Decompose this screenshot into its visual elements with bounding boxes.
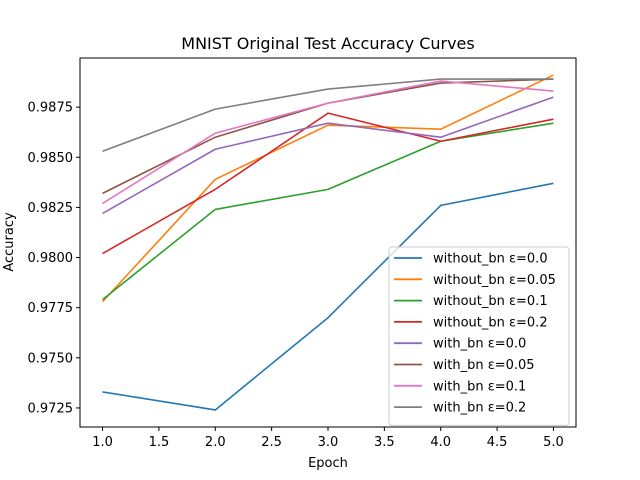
series-line-3	[102, 122, 554, 301]
x-tick-label: 5.0	[543, 435, 564, 450]
x-tick-label: 2.5	[261, 435, 282, 450]
legend-label: without_bn ε=0.0	[433, 252, 548, 267]
legend-label: without_bn ε=0.1	[433, 294, 548, 309]
y-tick-label: 0.9775	[28, 301, 74, 316]
x-axis-title: Epoch	[308, 456, 348, 471]
series-line-2	[101, 74, 554, 303]
x-tick-label: 4.0	[430, 435, 451, 450]
plot-lines	[101, 74, 554, 411]
x-tick-label: 1.0	[92, 435, 113, 450]
series-line-1	[102, 182, 554, 411]
y-axis-title: Accuracy	[2, 212, 17, 272]
series-line-5	[102, 96, 554, 215]
legend: without_bn ε=0.0 without_bn ε=0.05 without…	[388, 246, 570, 426]
legend-label: without_bn ε=0.2	[433, 315, 548, 330]
legend-label: with_bn ε=0.1	[433, 379, 526, 394]
series-line-4	[102, 112, 554, 255]
legend-label: with_bn ε=0.05	[433, 358, 535, 373]
y-tick-label: 0.9875	[28, 101, 74, 116]
legend-label: without_bn ε=0.05	[433, 273, 556, 288]
x-tick-label: 2.0	[205, 435, 226, 450]
y-tick-label: 0.9750	[28, 351, 74, 366]
series-line-7	[102, 80, 554, 205]
x-tick-label: 3.5	[374, 435, 395, 450]
series-line-6	[102, 78, 554, 195]
x-tick-label: 4.5	[487, 435, 508, 450]
series-line-8	[102, 78, 554, 152]
legend-box	[388, 246, 570, 426]
y-tick-label: 0.9725	[28, 401, 74, 416]
y-tick-label: 0.9800	[28, 251, 74, 266]
legend-label: with_bn ε=0.2	[433, 401, 526, 416]
plot-frame	[79, 57, 577, 428]
chart-title: MNIST Original Test Accuracy Curves	[181, 34, 474, 53]
y-tick-label: 0.9850	[28, 151, 74, 166]
axis-ticks: 1.0 1.5 2.0 2.5 3.0 3.5 4.0 4.5 5.0 0.9725 0.9750 0…	[28, 101, 564, 450]
legend-label: with_bn ε=0.0	[433, 337, 526, 352]
x-tick-label: 1.5	[149, 435, 170, 450]
x-tick-label: 3.0	[318, 435, 339, 450]
y-tick-label: 0.9825	[28, 201, 74, 216]
